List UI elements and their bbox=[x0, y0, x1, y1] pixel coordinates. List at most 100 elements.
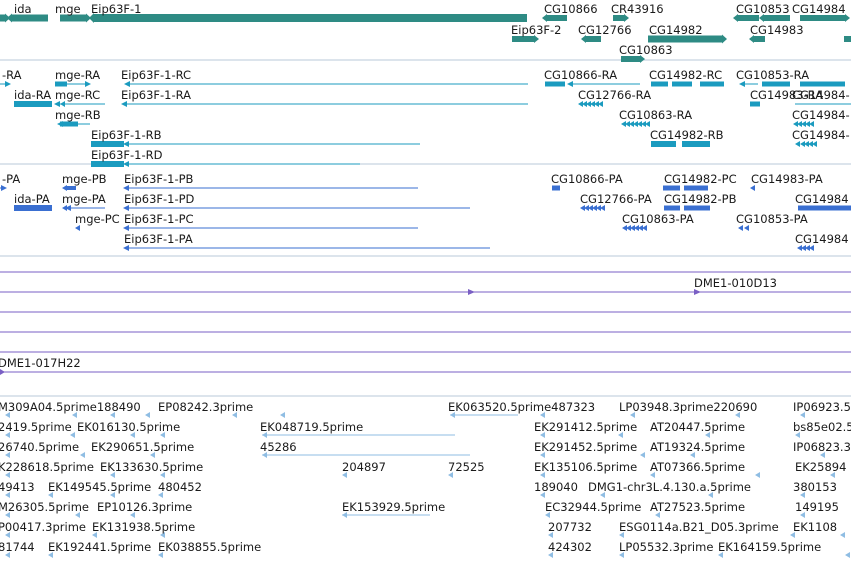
est-label[interactable]: IP06823.3 bbox=[793, 440, 851, 454]
est-arrow[interactable] bbox=[160, 532, 165, 538]
est-label[interactable]: EK149545.5prime bbox=[48, 480, 152, 494]
protein-arrow[interactable] bbox=[809, 245, 814, 251]
est-label[interactable]: P00417.3prime bbox=[0, 520, 86, 534]
est-label[interactable]: EK016130.5prime bbox=[77, 420, 181, 434]
protein-arrow[interactable] bbox=[744, 225, 749, 231]
est-label[interactable]: EP08242.3prime bbox=[158, 400, 254, 414]
transcript-exon[interactable] bbox=[682, 141, 710, 147]
protein-exon[interactable] bbox=[663, 185, 680, 191]
transcript-arrow[interactable] bbox=[590, 101, 595, 107]
transcript-exon[interactable] bbox=[750, 101, 760, 107]
gene-bar[interactable] bbox=[512, 36, 534, 42]
gene-bar[interactable] bbox=[844, 36, 851, 42]
gene-bar[interactable] bbox=[648, 35, 722, 43]
est-arrow[interactable] bbox=[630, 412, 635, 418]
est-arrow[interactable] bbox=[110, 492, 115, 498]
transcript-label[interactable]: Eip63F-1-RA bbox=[121, 88, 192, 102]
protein-arrow[interactable] bbox=[584, 205, 589, 211]
est-arrow[interactable] bbox=[820, 452, 825, 458]
est-label[interactable]: EK1108 bbox=[793, 520, 838, 534]
protein-label[interactable]: -PA bbox=[2, 172, 21, 186]
transcript-exon[interactable] bbox=[55, 81, 67, 87]
protein-label[interactable]: CG12766-PA bbox=[580, 192, 652, 206]
est-label[interactable]: AT20447.5prime bbox=[650, 420, 746, 434]
gene-label[interactable]: CG14984 bbox=[792, 2, 846, 16]
protein-arrow[interactable] bbox=[805, 245, 810, 251]
est-arrow[interactable] bbox=[72, 412, 77, 418]
protein-label[interactable]: CG10863-PA bbox=[622, 212, 694, 226]
protein-label[interactable]: CG14984 bbox=[795, 232, 849, 246]
transcript-arrow[interactable] bbox=[793, 121, 798, 127]
transcript-arrow[interactable] bbox=[625, 121, 630, 127]
est-arrow[interactable] bbox=[619, 532, 624, 538]
est-arrow[interactable] bbox=[48, 552, 53, 558]
protein-exon[interactable] bbox=[684, 185, 708, 191]
est-arrow[interactable] bbox=[718, 552, 723, 558]
protein-arrow[interactable] bbox=[600, 205, 605, 211]
transcript-arrow[interactable] bbox=[594, 101, 599, 107]
transcript-label[interactable]: Eip63F-1-RD bbox=[91, 148, 163, 162]
protein-line-arrow[interactable] bbox=[123, 185, 129, 191]
est-label[interactable]: AT19324.5prime bbox=[650, 440, 746, 454]
est-label[interactable]: EK133630.5prime bbox=[100, 460, 204, 474]
transcript-line-arrow[interactable] bbox=[85, 81, 91, 87]
transcript-arrow[interactable] bbox=[808, 141, 813, 147]
protein-arrow[interactable] bbox=[622, 225, 627, 231]
est-label[interactable]: 72525 bbox=[448, 460, 485, 474]
protein-arrow[interactable] bbox=[62, 185, 67, 191]
est-arrow[interactable] bbox=[540, 492, 545, 498]
transcript-label[interactable]: Eip63F-1-RB bbox=[91, 128, 162, 142]
gene-bar-arrow[interactable] bbox=[722, 34, 727, 44]
protein-arrow[interactable] bbox=[626, 225, 631, 231]
est-label[interactable]: EK291412.5prime bbox=[534, 420, 638, 434]
transcript-arrow[interactable] bbox=[578, 101, 583, 107]
protein-label[interactable]: mge-PB bbox=[62, 172, 107, 186]
gene-bar-arrow[interactable] bbox=[86, 13, 91, 23]
transcript-line-arrow[interactable] bbox=[123, 161, 129, 167]
gene-bar[interactable] bbox=[621, 56, 640, 62]
protein-arrow[interactable] bbox=[642, 225, 647, 231]
clone-arrow[interactable] bbox=[0, 369, 5, 375]
est-arrow[interactable] bbox=[540, 472, 545, 478]
gene-bar[interactable] bbox=[586, 36, 601, 42]
transcript-label[interactable]: ida-RA bbox=[14, 88, 52, 102]
est-arrow[interactable] bbox=[540, 412, 545, 418]
transcript-label[interactable]: CG14982-RC bbox=[649, 68, 723, 82]
est-label[interactable]: AT27523.5prime bbox=[650, 500, 746, 514]
transcript-line-arrow[interactable] bbox=[5, 81, 11, 87]
transcript-arrow[interactable] bbox=[801, 121, 806, 127]
gene-bar[interactable] bbox=[764, 15, 790, 21]
transcript-arrow[interactable] bbox=[598, 101, 603, 107]
est-label[interactable]: EK131938.5prime bbox=[92, 520, 196, 534]
transcript-arrow[interactable] bbox=[586, 101, 591, 107]
est-label[interactable]: 480452 bbox=[158, 480, 202, 494]
gene-bar[interactable] bbox=[0, 14, 5, 22]
protein-label[interactable]: mge-PC bbox=[75, 212, 120, 226]
est-arrow[interactable] bbox=[448, 472, 453, 478]
est-arrow[interactable] bbox=[830, 472, 835, 478]
est-arrow[interactable] bbox=[5, 452, 10, 458]
est-arrow[interactable] bbox=[110, 412, 115, 418]
protein-line-arrow[interactable] bbox=[1, 185, 7, 191]
transcript-arrow[interactable] bbox=[629, 121, 634, 127]
est-label[interactable]: bs85e02.5 bbox=[793, 420, 851, 434]
est-label[interactable]: EK290651.5prime bbox=[91, 440, 195, 454]
protein-arrow[interactable] bbox=[588, 205, 593, 211]
est-arrow[interactable] bbox=[262, 452, 267, 458]
transcript-label[interactable]: CG10853-RA bbox=[736, 68, 810, 82]
protein-line-arrow[interactable] bbox=[123, 225, 129, 231]
est-label[interactable]: 424302 bbox=[548, 540, 592, 554]
est-arrow[interactable] bbox=[342, 512, 347, 518]
clone-label[interactable]: DME1-017H22 bbox=[0, 356, 81, 370]
transcript-arrow[interactable] bbox=[797, 121, 802, 127]
transcript-exon[interactable] bbox=[651, 141, 676, 147]
gene-bar-arrow[interactable] bbox=[89, 13, 94, 23]
transcript-label[interactable]: CG14984- bbox=[792, 108, 850, 122]
transcript-label[interactable]: CG14983-RA bbox=[750, 88, 824, 102]
transcript-line-arrow[interactable] bbox=[739, 81, 745, 87]
est-label[interactable]: EK192441.5prime bbox=[48, 540, 152, 554]
est-label[interactable]: EK038855.5prime bbox=[158, 540, 262, 554]
transcript-exon[interactable] bbox=[91, 141, 124, 147]
est-label[interactable]: IP06923.5 bbox=[793, 400, 851, 414]
protein-label[interactable]: ida-PA bbox=[14, 192, 50, 206]
